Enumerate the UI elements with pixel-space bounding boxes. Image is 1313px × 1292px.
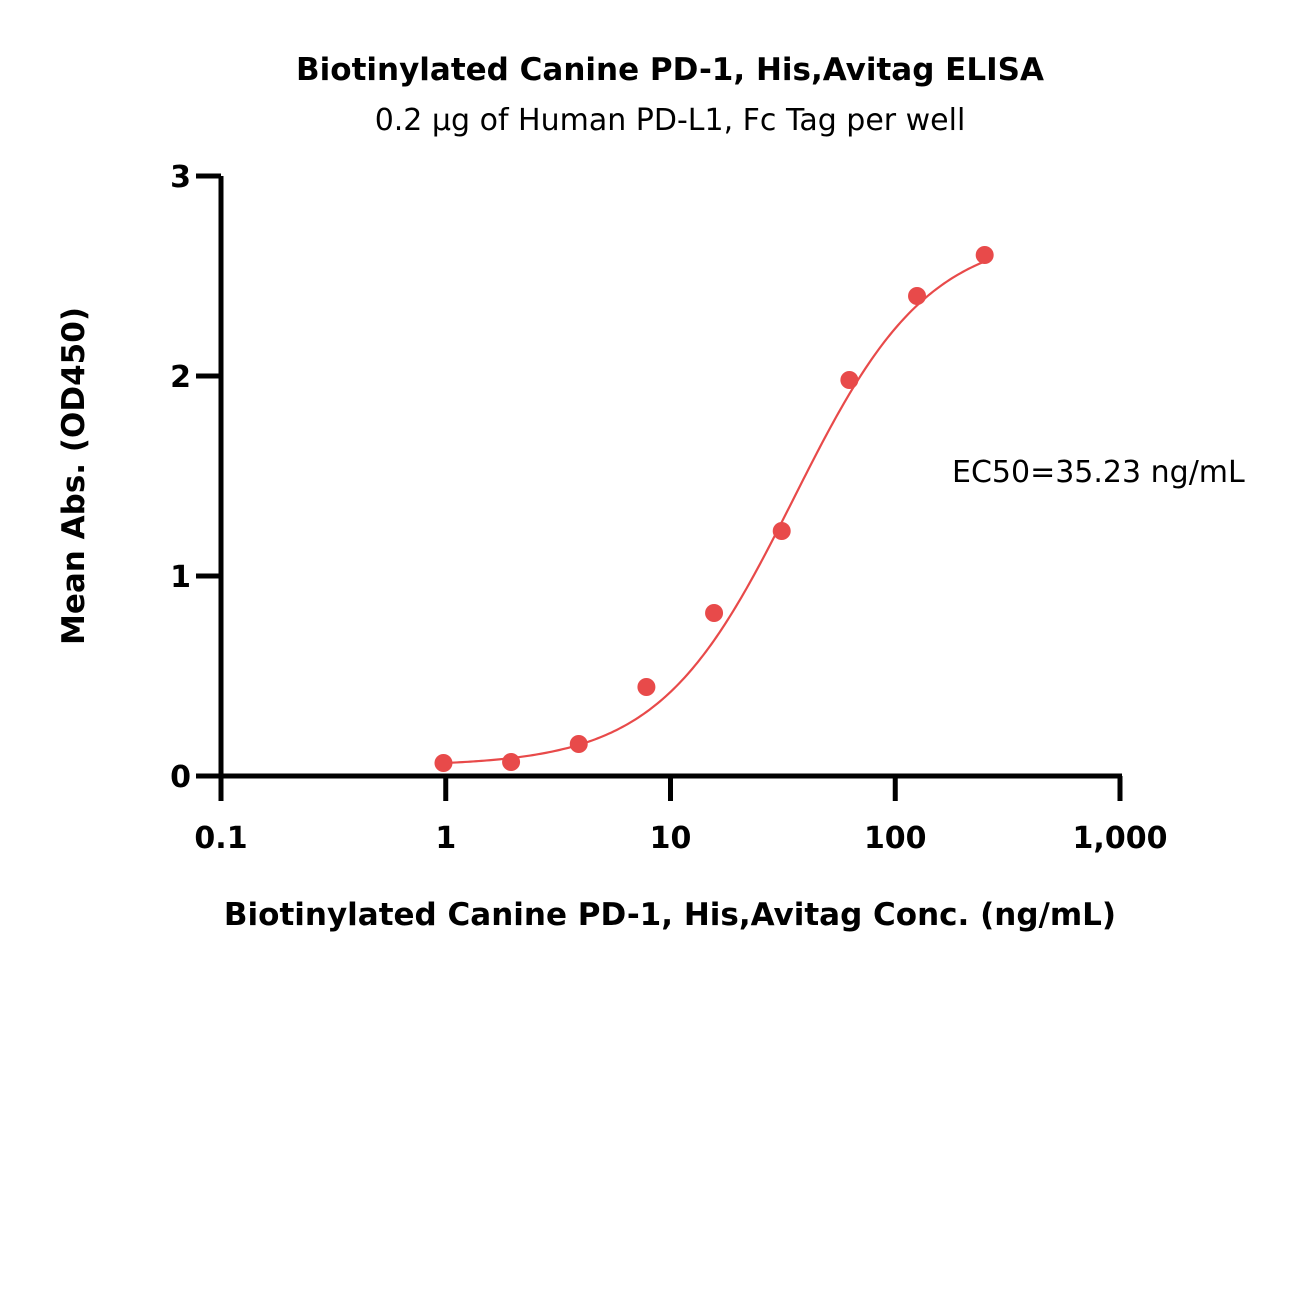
x-tick-label: 1,000 bbox=[1073, 821, 1168, 856]
data-point bbox=[569, 735, 588, 753]
fit-curve-layer bbox=[443, 260, 986, 765]
data-points-layer bbox=[434, 246, 994, 772]
data-point bbox=[975, 246, 994, 264]
ec50-annotation: EC50=35.23 ng/mL bbox=[952, 455, 1245, 490]
data-point bbox=[772, 522, 791, 540]
fit-curve bbox=[443, 260, 986, 765]
y-tick-label: 2 bbox=[170, 360, 191, 395]
chart-title: Biotinylated Canine PD-1, His,Avitag ELI… bbox=[296, 52, 1044, 88]
y-tick-label: 1 bbox=[170, 560, 191, 595]
chart-subtitle: 0.2 μg of Human PD-L1, Fc Tag per well bbox=[375, 103, 966, 138]
x-axis-label: Biotinylated Canine PD-1, His,Avitag Con… bbox=[224, 897, 1116, 933]
data-point bbox=[908, 287, 927, 305]
data-point bbox=[434, 754, 453, 772]
y-axis-ticks: 0 1 2 3 bbox=[170, 160, 221, 795]
data-point bbox=[705, 604, 724, 622]
y-tick-label: 3 bbox=[170, 160, 191, 195]
x-tick-label: 100 bbox=[864, 821, 927, 856]
y-axis-label: Mean Abs. (OD450) bbox=[56, 307, 92, 645]
x-tick-label: 1 bbox=[435, 821, 456, 856]
data-point bbox=[840, 371, 859, 389]
x-tick-label: 10 bbox=[650, 821, 692, 856]
x-axis-ticks: 0.1 1 10 100 1,000 bbox=[194, 776, 1167, 856]
data-point bbox=[637, 678, 656, 696]
y-tick-label: 0 bbox=[170, 760, 191, 795]
x-tick-label: 0.1 bbox=[194, 821, 247, 856]
data-point bbox=[502, 753, 521, 771]
